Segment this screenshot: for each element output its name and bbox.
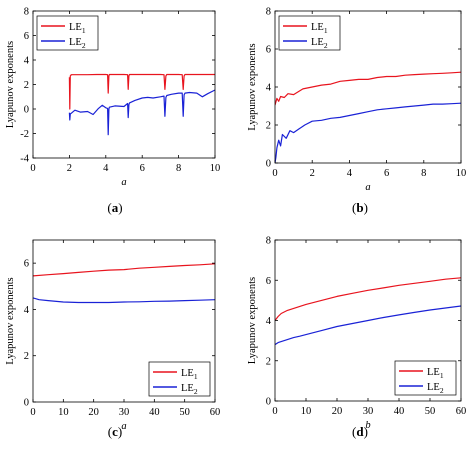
x-tick-label-a: 2 [67,163,72,174]
y-tick-label-a: 0 [24,105,29,116]
x-tick-label-d: 40 [394,406,405,417]
y-axis-label-d: Lyapunov exponents [247,277,258,364]
y-tick-label-d: 0 [266,397,271,408]
legend-label-le1-b: LE1 [311,22,328,35]
x-tick-label-c: 20 [88,407,99,418]
series-line-le2-b [275,102,461,163]
y-tick-label-d: 2 [266,356,271,367]
x-tick-label-d: 30 [363,406,374,417]
panel-label-b: (b) [352,200,368,215]
series-line-le2-d [275,305,461,346]
y-axis-label-b: Lyapunov exponents [247,43,258,130]
y-tick-label-a: 6 [24,31,29,42]
legend-label-le2-c: LE2 [181,383,198,396]
y-tick-label-d: 8 [266,236,271,247]
series-line-le2-c [33,297,215,304]
panel-label-c: (c) [108,424,122,439]
y-tick-label-a: 8 [24,7,29,18]
series-line-le2-a [68,89,215,136]
x-tick-label-d: 50 [425,406,436,417]
series-line-le1-a [68,73,215,110]
series-line-le1-b [275,71,461,106]
y-axis-label-a: Lyapunov exponents [5,41,16,128]
y-tick-label-c: 4 [24,305,30,316]
series-line-le1-c [33,263,215,277]
x-tick-label-d: 10 [301,406,312,417]
legend-label-le1-d: LE1 [427,367,444,380]
y-tick-label-a: -4 [20,154,29,165]
y-tick-label-c: 0 [24,398,29,409]
legend-box-c [148,361,211,397]
x-tick-label-a: 4 [103,163,109,174]
y-tick-label-a: -2 [20,129,29,140]
x-tick-label-c: 0 [30,407,35,418]
y-axis-label-c: Lyapunov exponents [5,277,16,364]
y-tick-label-d: 6 [266,276,271,287]
y-tick-label-b: 8 [266,7,271,18]
legend-label-le2-a: LE2 [69,37,86,50]
y-tick-label-b: 0 [266,159,271,170]
series-line-le1-d [275,277,461,321]
y-tick-label-b: 6 [266,45,271,56]
x-axis-label-a: a [121,177,126,188]
legend-label-le1-c: LE1 [181,368,198,381]
x-tick-label-a: 6 [140,163,145,174]
x-tick-label-c: 60 [210,407,221,418]
x-axis-label-c: a [121,421,126,432]
y-tick-label-d: 4 [266,316,272,327]
x-tick-label-a: 10 [210,163,221,174]
y-tick-label-a: 4 [24,56,30,67]
legend-label-le1-a: LE1 [69,22,86,35]
legend-box-b [278,15,341,51]
y-tick-label-a: 2 [24,80,29,91]
x-tick-label-b: 2 [310,168,315,179]
x-axis-label-b: a [365,182,370,193]
x-tick-label-c: 10 [58,407,69,418]
legend-label-le2-b: LE2 [311,37,328,50]
y-tick-label-b: 4 [266,83,272,94]
x-tick-label-d: 60 [456,406,467,417]
y-tick-label-b: 2 [266,121,271,132]
y-tick-label-c: 6 [24,259,29,270]
x-tick-label-b: 6 [384,168,389,179]
legend-label-le2-d: LE2 [427,382,444,395]
x-tick-label-d: 20 [332,406,343,417]
legend-box-a [36,15,99,51]
x-tick-label-b: 4 [347,168,353,179]
x-tick-label-d: 0 [272,406,277,417]
panel-label-d: (d) [352,424,368,439]
x-tick-label-b: 8 [421,168,426,179]
x-tick-label-a: 8 [176,163,181,174]
x-tick-label-c: 50 [179,407,190,418]
panel-label-a: (a) [107,200,122,215]
legend-box-d [394,360,457,396]
panel-d: 0 10 20 30 40 50 60 0 2 4 6 8 b Lyapunov exponents LE1… [247,236,466,440]
x-tick-label-a: 0 [30,163,35,174]
y-tick-label-c: 2 [24,351,29,362]
x-tick-label-b: 10 [456,168,467,179]
x-tick-label-c: 40 [149,407,160,418]
x-axis-label-d: b [365,420,370,431]
x-tick-label-c: 30 [119,407,130,418]
x-tick-label-b: 0 [272,168,277,179]
